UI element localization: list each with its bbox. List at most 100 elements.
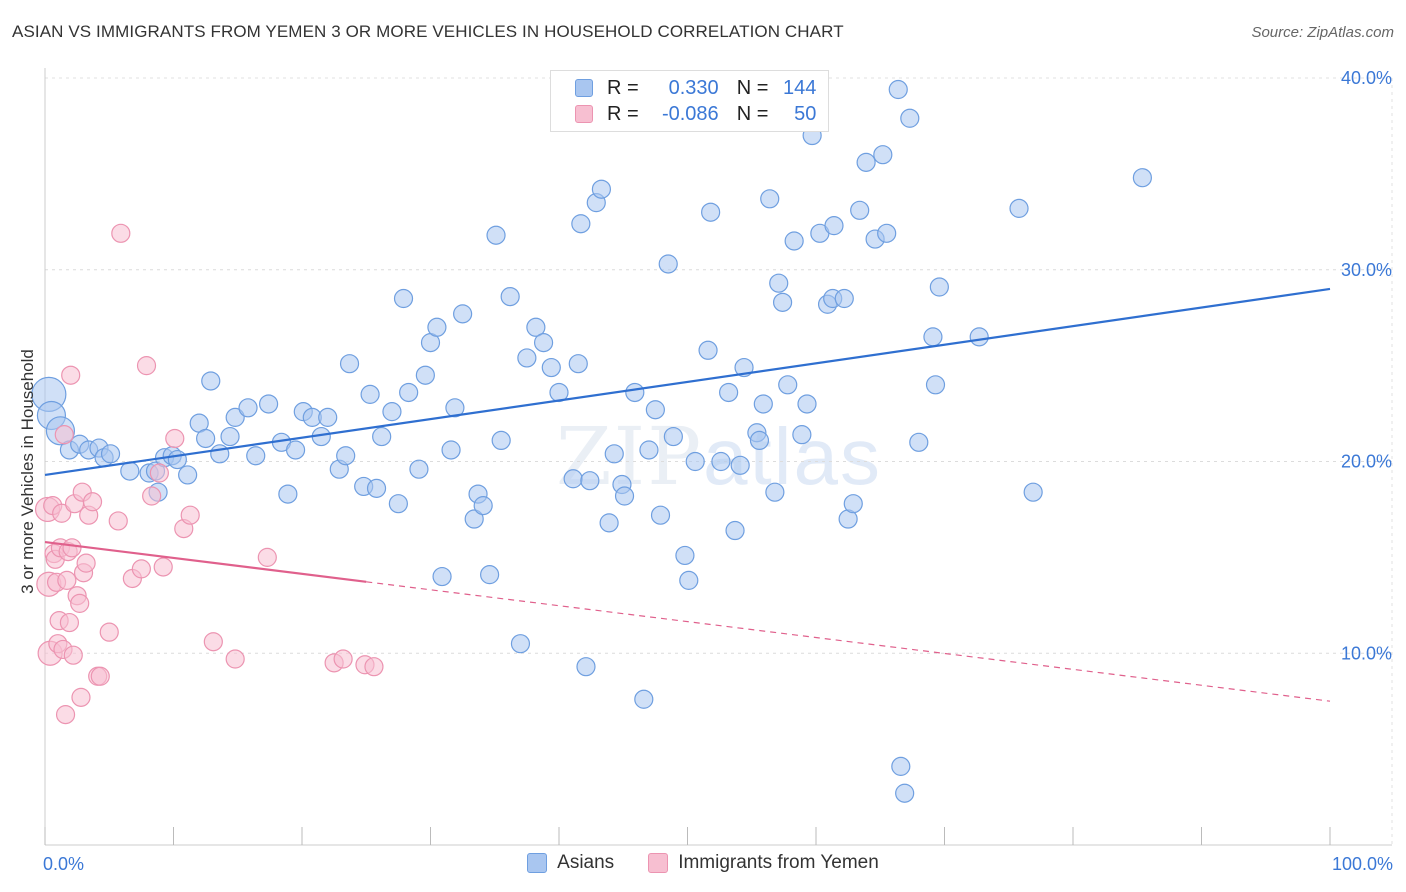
data-point — [63, 645, 83, 665]
legend-item-yemen[interactable]: Immigrants from Yemen — [648, 852, 879, 874]
data-point — [333, 649, 353, 669]
legend-swatch-yemen — [575, 105, 593, 123]
data-point — [165, 428, 185, 449]
data-point — [576, 657, 596, 677]
data-point — [797, 394, 817, 414]
data-point — [634, 689, 654, 709]
legend-r-label: R = — [607, 76, 639, 99]
data-point — [856, 152, 876, 172]
data-point — [929, 277, 949, 297]
data-point — [517, 348, 537, 368]
data-point — [196, 428, 216, 449]
x-tick-label: 0.0% — [43, 854, 84, 874]
data-point — [1009, 198, 1029, 218]
data-point — [969, 327, 989, 347]
trend-line-extension — [366, 581, 1331, 702]
data-point — [225, 649, 245, 669]
chart-title: ASIAN VS IMMIGRANTS FROM YEMEN 3 OR MORE… — [12, 22, 844, 41]
data-point — [675, 545, 695, 566]
data-point — [393, 288, 414, 309]
y-tick-label: 10.0% — [1341, 643, 1392, 663]
data-point — [257, 547, 277, 567]
data-point — [415, 365, 435, 385]
data-point — [753, 394, 773, 414]
legend-label-asians: Asians — [557, 852, 615, 873]
data-point — [225, 407, 245, 427]
data-point — [131, 559, 151, 579]
legend-swatch-asians — [575, 79, 593, 97]
data-point — [877, 223, 897, 243]
data-point — [318, 407, 338, 427]
data-point — [409, 459, 429, 479]
data-point — [599, 513, 619, 533]
legend-r-label: R = — [607, 102, 639, 125]
data-point — [725, 520, 745, 541]
data-point — [238, 398, 258, 418]
data-point — [685, 451, 705, 472]
data-point — [52, 503, 72, 523]
series-asians — [31, 79, 1152, 803]
data-point — [339, 354, 360, 374]
y-axis-label: 3 or more Vehicles in Household — [18, 349, 37, 594]
data-point — [388, 494, 408, 514]
data-point — [62, 538, 82, 558]
data-point — [500, 286, 520, 307]
legend-row-asians: R = 0.330 N = 144 — [575, 76, 816, 100]
data-point — [285, 440, 306, 460]
data-point — [639, 440, 659, 460]
data-point — [888, 79, 908, 100]
data-point — [99, 622, 119, 642]
data-point — [100, 444, 121, 464]
data-point — [580, 471, 600, 491]
data-point — [445, 398, 465, 418]
data-point — [258, 394, 279, 414]
data-point — [167, 449, 187, 470]
data-point — [679, 570, 699, 590]
data-point — [203, 632, 223, 652]
legend-n-value: 144 — [783, 76, 817, 99]
data-point — [772, 292, 793, 312]
data-point — [180, 505, 200, 525]
data-point — [526, 317, 546, 337]
data-point — [464, 509, 484, 529]
data-point — [82, 492, 103, 512]
data-point — [453, 304, 473, 324]
y-tick-label: 40.0% — [1341, 68, 1392, 88]
data-point — [895, 783, 915, 803]
data-point — [432, 566, 452, 587]
data-point — [824, 216, 844, 236]
legend-swatch-asians — [527, 853, 548, 873]
legend-r-value: -0.086 — [661, 102, 719, 125]
data-point — [70, 593, 90, 613]
data-point — [625, 382, 645, 403]
data-point — [220, 426, 240, 447]
series-legend: Asians Immigrants from Yemen — [0, 852, 1406, 874]
data-point — [473, 496, 493, 516]
data-point — [778, 375, 798, 395]
legend-item-asians[interactable]: Asians — [527, 852, 614, 874]
data-point — [136, 356, 157, 376]
data-point — [108, 511, 128, 531]
data-point — [749, 430, 770, 451]
data-point — [701, 202, 721, 222]
data-point — [563, 469, 583, 489]
data-point — [533, 333, 554, 353]
data-point — [604, 444, 624, 464]
axes — [44, 68, 1392, 846]
data-point — [59, 612, 80, 633]
trend-line-yemen — [44, 540, 367, 583]
data-point — [178, 465, 198, 485]
y-tick-label: 20.0% — [1341, 452, 1392, 472]
data-point — [142, 486, 162, 506]
data-point — [210, 444, 230, 464]
data-point — [711, 451, 731, 472]
data-point — [1132, 168, 1152, 188]
data-point — [364, 657, 384, 677]
data-point — [510, 634, 531, 654]
data-point — [111, 223, 131, 243]
trend-lines — [44, 287, 1331, 702]
data-point — [427, 317, 447, 337]
data-point — [441, 440, 461, 460]
data-point — [149, 463, 169, 483]
